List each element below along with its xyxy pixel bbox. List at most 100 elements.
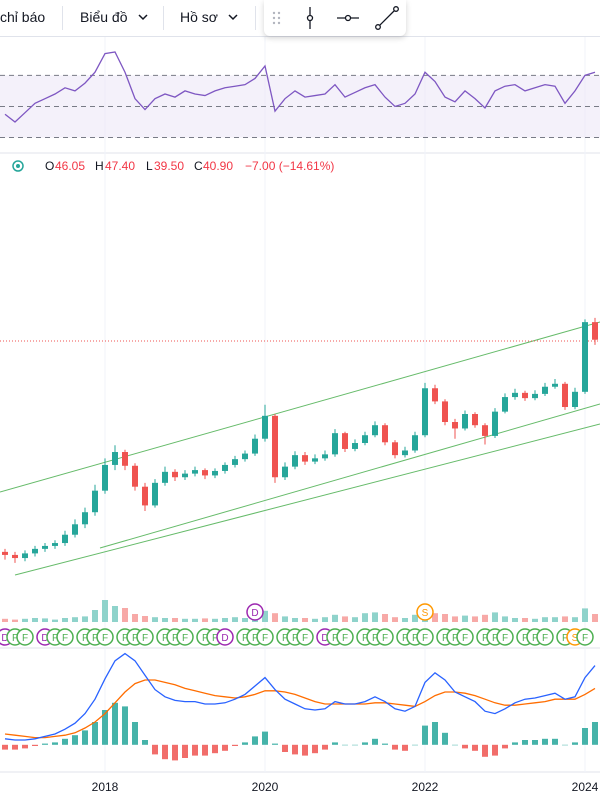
event-marker[interactable] <box>176 628 194 646</box>
macd-histogram-bar <box>332 742 338 745</box>
macd-histogram-bar <box>102 710 108 745</box>
volume-bar <box>402 618 408 622</box>
volume-bar <box>242 618 248 622</box>
close-label: C <box>194 159 203 173</box>
event-label: D <box>251 608 258 619</box>
trend-line <box>0 321 600 493</box>
event-marker[interactable] <box>16 628 34 646</box>
event-marker[interactable] <box>496 628 514 646</box>
event-label: F <box>442 633 448 644</box>
event-label: S <box>422 608 429 619</box>
event-marker[interactable] <box>136 628 154 646</box>
volume-bar <box>162 618 168 622</box>
macd-histogram-bar <box>272 743 278 745</box>
event-marker[interactable] <box>246 603 264 621</box>
candle-body <box>312 458 318 462</box>
event-marker[interactable] <box>96 628 114 646</box>
indicators-button[interactable]: chỉ báo <box>0 9 46 25</box>
event-marker[interactable] <box>56 628 74 646</box>
event-label: F <box>412 633 418 644</box>
event-label: F <box>242 633 248 644</box>
profile-button[interactable]: Hồ sơ <box>180 9 218 25</box>
event-label: F <box>372 633 378 644</box>
macd-histogram-bar <box>572 742 578 745</box>
event-marker[interactable] <box>456 628 474 646</box>
candle-body <box>492 411 498 436</box>
event-label: F <box>492 633 498 644</box>
candle-body <box>82 512 88 525</box>
volume-bar <box>482 614 488 622</box>
event-marker[interactable] <box>416 628 434 646</box>
volume-bar <box>122 608 128 622</box>
candle-body <box>402 450 408 456</box>
volume-bar <box>222 618 228 622</box>
vertical-line-tool[interactable] <box>306 7 314 29</box>
event-label: D <box>221 633 228 644</box>
candle-body <box>562 383 568 408</box>
volume-bar <box>192 618 198 622</box>
trend-line <box>14 423 600 576</box>
event-label: F <box>162 633 168 644</box>
candle-body <box>212 470 218 476</box>
macd-histogram-bar <box>212 744 218 754</box>
trend-line-tool[interactable] <box>375 6 399 30</box>
macd-histogram-bar <box>192 744 198 756</box>
event-label: F <box>252 633 258 644</box>
volume-bar <box>332 614 338 622</box>
volume-bar <box>362 613 368 622</box>
volume-bar <box>582 608 588 622</box>
legend-icon[interactable] <box>12 160 24 172</box>
drawing-tools <box>272 6 399 30</box>
x-tick-label: 2024 <box>572 780 599 794</box>
event-marker[interactable] <box>296 628 314 646</box>
event-marker[interactable] <box>376 628 394 646</box>
volume-bar <box>592 614 598 622</box>
volume-bar <box>522 618 528 622</box>
event-marker[interactable] <box>576 628 594 646</box>
candle-body <box>142 486 148 506</box>
candle-body <box>102 464 108 491</box>
macd-histogram-bar <box>262 731 268 745</box>
volume-bar <box>62 618 68 622</box>
candle-body <box>292 455 298 467</box>
open-value: 46.05 <box>55 159 86 173</box>
volume-bar <box>322 617 328 622</box>
candle-body <box>132 465 138 487</box>
candle-body <box>322 454 328 459</box>
macd-histogram-bar <box>582 728 588 745</box>
volume-bar <box>302 618 308 622</box>
event-marker[interactable] <box>416 603 434 621</box>
macd-histogram-bar <box>352 744 358 746</box>
candle-body <box>202 470 208 476</box>
event-marker[interactable] <box>256 628 274 646</box>
drag-handle[interactable] <box>272 11 281 25</box>
volume-bar <box>562 616 568 622</box>
macd-histogram-bar <box>502 744 508 749</box>
candle-body <box>472 414 478 426</box>
volume-bar <box>172 618 178 622</box>
macd-histogram-bar <box>422 725 428 745</box>
macd-histogram-bar <box>2 744 8 750</box>
volume-bar <box>142 616 148 622</box>
top-toolbar: chỉ báo Biểu đồ Hồ sơ <box>0 0 600 37</box>
event-marker[interactable] <box>216 628 234 646</box>
event-marker[interactable] <box>536 628 554 646</box>
event-label: D <box>41 633 48 644</box>
chart-type-button[interactable]: Biểu đồ <box>80 9 128 25</box>
volume-bar <box>412 614 418 622</box>
macd-histogram-bar <box>62 738 68 745</box>
event-label: F <box>132 633 138 644</box>
candle-body <box>432 388 438 402</box>
drawing-toolbar <box>264 0 406 36</box>
volume-bar <box>372 612 378 622</box>
x-tick-label: 2020 <box>252 780 279 794</box>
event-marker[interactable] <box>336 628 354 646</box>
macd-histogram-bar <box>482 744 488 757</box>
event-label: F <box>62 633 68 644</box>
volume-bar <box>132 614 138 622</box>
event-label: F <box>482 633 488 644</box>
macd-histogram-bar <box>592 722 598 745</box>
macd-histogram-bar <box>562 744 568 746</box>
candle-body <box>12 554 18 559</box>
horizontal-line-tool[interactable] <box>337 14 359 22</box>
